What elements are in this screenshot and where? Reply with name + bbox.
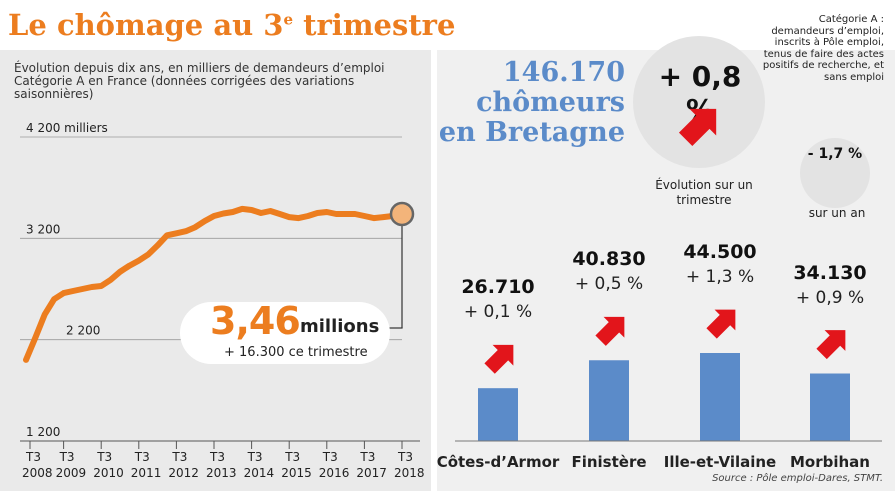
x-tick-year: 2014 [244,466,275,480]
left-chart-panel [0,50,431,491]
x-tick-quarter: T3 [171,450,187,464]
page-title: Le chômage au 3e trimestre [8,8,456,42]
x-tick-quarter: T3 [397,450,413,464]
bar-change-label: + 0,5 % [574,274,644,295]
x-tick-year: 2018 [394,466,425,480]
bar-3 [810,373,850,441]
bretagne-headline: 146.170 chômeurs en Bretagne [385,58,625,148]
year-change-value: - 1,7 % [807,146,863,162]
quarter-change-label: Évolution sur un trimestre [655,178,753,207]
x-tick-year: 2010 [93,466,124,480]
headline-line-1: 146.170 [502,57,625,88]
year-circle [800,138,870,208]
x-tick-quarter: T3 [284,450,300,464]
up-arrow-icon [816,330,846,360]
source-note: Source : Pôle emploi-Dares, STMT. [712,473,883,484]
x-tick-quarter: T3 [322,450,338,464]
x-tick-year: 2011 [131,466,162,480]
quarter-up-arrow-icon [678,108,717,147]
up-arrow-icon [484,344,514,374]
category-label: Côtes-d’Armor [436,453,560,471]
category-label: Finistère [571,453,647,471]
callout-unit: millions [300,316,380,337]
x-tick-year: 2009 [56,466,87,480]
x-tick-quarter: T3 [247,450,263,464]
x-tick-year: 2013 [206,466,237,480]
y-tick-label: 4 200 milliers [26,121,108,135]
category-label: Ille-et-Vilaine [663,453,777,471]
headline-line-2: chômeurs [476,87,625,118]
bar-2 [700,353,740,441]
headline-line-3: en Bretagne [438,117,625,148]
department-arrows [484,309,846,374]
bar-value-label: 34.130 [793,261,867,284]
y-tick-label: 2 200 [66,324,100,338]
x-tick-year: 2016 [319,466,350,480]
quarter-circle [633,36,765,168]
category-definition-note: Catégorie A : demandeurs d’emploi, inscr… [762,14,884,83]
x-tick-year: 2017 [356,466,387,480]
bar-1 [589,360,629,441]
y-tick-label: 1 200 [26,425,60,439]
x-tick-quarter: T3 [96,450,112,464]
x-tick-quarter: T3 [359,450,375,464]
bar-0 [478,388,518,441]
x-tick-quarter: T3 [59,450,75,464]
x-tick-quarter: T3 [209,450,225,464]
callout-number: 3,46 [210,299,301,343]
x-tick-quarter: T3 [134,450,150,464]
series-line-france [23,205,405,363]
callout-change: + 16.300 ce trimestre [224,345,368,360]
up-arrow-icon [595,316,625,346]
y-tick-label: 3 200 [26,222,60,236]
chart-subtitle: Évolution depuis dix ans, en milliers de… [14,61,385,101]
x-tick-year: 2015 [281,466,312,480]
x-axis: T3 2008 T3 2009 T3 2010 T3 2011 T3 2012 T3 2013 T3 20… [20,440,425,480]
bar-change-label: + 0,1 % [463,302,533,323]
x-tick-year: 2008 [22,466,53,480]
bar-change-label: + 1,3 % [685,267,755,287]
up-arrow-icon [706,309,736,339]
callout-box [180,302,390,364]
year-change-label: sur un an [808,206,866,220]
category-label: Morbihan [790,453,870,471]
series-end-marker [389,201,415,227]
x-tick-year: 2012 [168,466,199,480]
bar-change-label: + 0,9 % [795,287,865,308]
x-tick-quarter: T3 [25,450,41,464]
bar-value-label: 40.830 [572,248,646,271]
bar-value-label: 26.710 [461,276,535,299]
bar-value-label: 44.500 [683,241,757,263]
